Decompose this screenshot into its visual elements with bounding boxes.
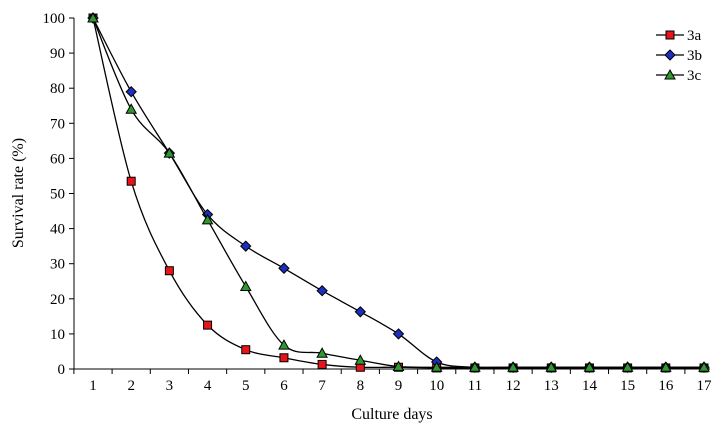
data-point-3c [469,361,481,372]
data-point-3c [201,213,214,225]
data-point-3c [87,11,99,23]
series-3b [87,12,710,373]
data-point-3c [125,103,138,114]
data-point-3c [354,354,367,365]
data-point-3b [125,86,137,98]
x-tick-label: 1 [89,378,97,394]
legend-label: 3c [687,68,702,84]
x-tick-label: 15 [620,378,635,394]
y-tick-label: 40 [50,222,65,238]
data-point-3c [163,147,176,158]
x-tick-label: 16 [658,378,674,394]
data-point-3b [392,328,405,340]
x-tick-label: 5 [242,378,250,394]
x-tick-label: 13 [544,378,559,394]
series-line-3a [92,17,704,369]
data-point-3b [278,262,290,274]
legend-label: 3b [687,48,702,64]
data-point-3a [317,359,327,369]
x-tick-label: 12 [506,378,521,394]
x-tick-label: 4 [204,378,212,394]
data-point-3c [659,361,672,372]
data-point-3a [241,345,251,355]
data-point-3a [203,320,213,330]
x-tick-label: 9 [395,378,403,394]
y-tick-label: 10 [50,327,65,343]
data-point-3c [545,361,558,372]
data-point-3c [621,361,634,372]
series-3a [88,13,709,373]
legend-marker [664,68,676,80]
data-point-3c [392,360,405,372]
y-tick-label: 0 [58,362,66,378]
y-tick-label: 80 [50,81,65,97]
data-point-3b [316,285,328,297]
x-axis-label: Culture days [351,406,432,423]
legend-label: 3a [687,28,702,44]
y-tick-label: 20 [50,292,65,308]
x-tick-label: 7 [318,378,326,394]
x-tick-label: 3 [166,378,174,394]
x-tick-label: 6 [280,378,288,394]
x-tick-label: 2 [127,378,135,394]
series-line-3c [92,17,704,368]
data-point-3a [126,176,136,186]
series-layer [87,11,710,373]
x-tick-label: 11 [468,378,482,394]
data-point-3b [240,240,252,252]
data-point-3c [430,361,443,372]
data-point-3c [278,339,290,350]
legend: 3a 3b 3c [656,28,702,84]
series-3c [87,11,710,372]
data-point-3b [354,306,367,318]
data-point-3c [239,280,252,292]
series-line-3b [92,17,704,369]
data-point-3c [507,361,519,372]
x-tick-label: 10 [429,378,444,394]
x-tick-label: 14 [582,378,598,394]
legend-marker [665,30,675,40]
data-point-3a [279,353,289,363]
y-tick-label: 70 [50,116,65,132]
data-point-3c [583,361,596,372]
y-tick-label: 100 [43,11,66,27]
legend-marker [664,49,676,61]
data-point-3c [316,347,328,358]
x-tick-label: 17 [697,378,713,394]
y-tick-label: 30 [50,257,65,273]
x-tick-label: 8 [357,378,365,394]
legend-item-3b: 3b [656,48,702,64]
data-point-3a [164,266,174,276]
y-axis-label: Survival rate (%) [10,138,27,248]
legend-item-3c: 3c [656,68,702,84]
legend-item-3a: 3a [656,28,702,44]
y-tick-label: 90 [50,46,65,62]
y-tick-label: 50 [50,187,65,203]
data-point-3c [698,361,710,372]
y-tick-label: 60 [50,151,65,167]
